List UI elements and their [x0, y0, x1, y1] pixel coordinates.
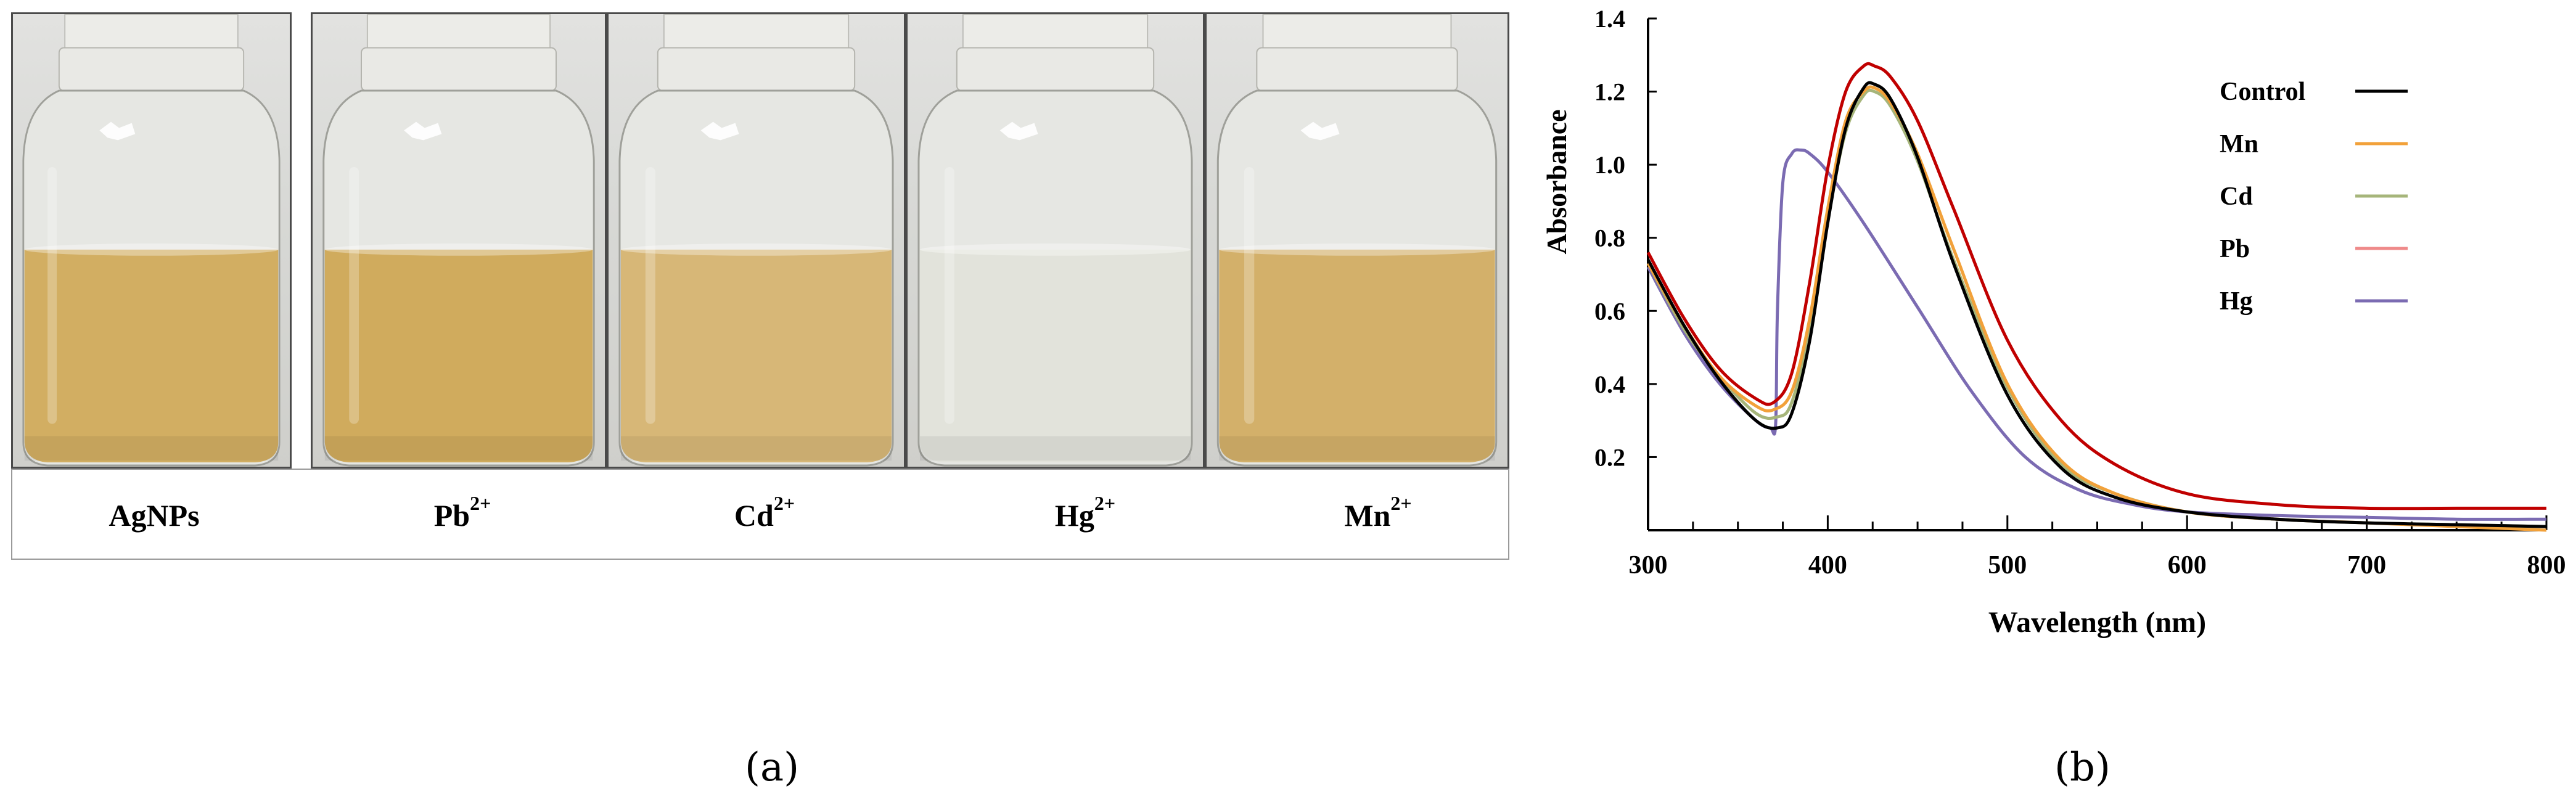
- vial-base-shadow: [620, 436, 892, 461]
- vial-liquid: [919, 249, 1191, 463]
- vial-neck: [58, 47, 245, 91]
- glass-highlight: [645, 166, 655, 424]
- absorbance-spectrum-chart: 300 400 500 600 700 800 0.2 0.4 0.6 0.8 1.0 1.2 1.4 W…: [1517, 0, 2576, 690]
- glass-highlight: [349, 166, 359, 424]
- sample-label-agnps: AgNPs: [6, 470, 302, 561]
- vial-photo-pb: [311, 12, 607, 469]
- glass-reflection: [1300, 121, 1340, 141]
- y-tick-label: 1.0: [1594, 151, 1625, 179]
- sample-label-text: AgNPs: [109, 498, 200, 533]
- vial-liquid: [324, 249, 593, 463]
- x-tick-label: 400: [1808, 551, 1847, 580]
- y-tick-label: 0.2: [1594, 443, 1625, 471]
- vial-cap: [64, 14, 239, 49]
- legend-label-mn: Mn: [2220, 130, 2258, 158]
- glass-highlight: [47, 166, 57, 424]
- sample-label-hg: Hg 2+: [937, 470, 1233, 561]
- x-tick-label: 300: [1629, 551, 1668, 580]
- vial-liquid: [24, 249, 279, 463]
- liquid-meniscus: [324, 243, 593, 256]
- legend-label-control: Control: [2220, 78, 2305, 106]
- sample-label-text: Pb: [433, 498, 470, 533]
- vial-neck: [1256, 47, 1458, 91]
- vial-photo-mn: [1205, 12, 1509, 469]
- sample-label-mn: Mn 2+: [1230, 470, 1526, 561]
- vial-liquid: [620, 249, 892, 463]
- series-line-hg: [1646, 148, 2547, 521]
- vial-neck: [361, 47, 557, 91]
- vial-liquid: [1219, 249, 1495, 463]
- sample-label-charge: 2+: [1390, 491, 1412, 514]
- series-line-mn: [1646, 85, 2547, 532]
- x-tick-label: 800: [2527, 551, 2566, 580]
- glass-reflection: [404, 121, 442, 141]
- liquid-meniscus: [919, 243, 1191, 256]
- glass-highlight: [1244, 166, 1255, 424]
- panel-a-vial-photographs: AgNPs Pb 2+ Cd 2+ Hg 2+ Mn 2+: [11, 12, 1509, 561]
- chart-canvas: 300 400 500 600 700 800 0.2 0.4 0.6 0.8 1.0 1.2 1.4 W…: [1541, 5, 2566, 639]
- sample-label-cd: Cd 2+: [617, 470, 913, 561]
- sample-label-text: Mn: [1344, 498, 1391, 533]
- series-line-pb: [1646, 62, 2546, 510]
- vial-photo-strip: [11, 12, 1509, 469]
- panel-a-caption: (a): [745, 745, 800, 790]
- liquid-meniscus: [620, 243, 892, 256]
- legend-label-pb: Pb: [2220, 235, 2250, 263]
- y-tick-label: 1.4: [1594, 5, 1625, 33]
- glass-reflection: [999, 121, 1038, 141]
- panel-b-caption: (b): [2054, 745, 2110, 790]
- vial-base-shadow: [1219, 436, 1495, 461]
- liquid-meniscus: [24, 243, 279, 256]
- legend-label-cd: Cd: [2220, 182, 2253, 211]
- series-line-control: [1646, 81, 2547, 528]
- vial-cap: [962, 14, 1149, 49]
- sample-label-pb: Pb 2+: [314, 470, 610, 561]
- legend-label-hg: Hg: [2220, 287, 2253, 316]
- vial-neck: [657, 47, 856, 91]
- vial-photo-agnps: [11, 12, 292, 469]
- sample-label-text: Hg: [1054, 498, 1094, 533]
- x-tick-label: 500: [1988, 551, 2027, 580]
- vial-base-shadow: [24, 436, 279, 461]
- y-tick-label: 0.4: [1594, 371, 1625, 398]
- y-tick-label: 0.6: [1594, 297, 1625, 325]
- x-tick-label: 600: [2168, 551, 2207, 580]
- sample-label-charge: 2+: [773, 491, 795, 514]
- y-tick-label: 1.2: [1594, 78, 1625, 106]
- sample-label-charge: 2+: [1094, 491, 1116, 514]
- glass-highlight: [944, 166, 954, 424]
- sample-label-charge: 2+: [470, 491, 491, 514]
- vial-base-shadow: [324, 436, 593, 461]
- vial-neck: [956, 47, 1155, 91]
- series-line-cd: [1646, 88, 2547, 528]
- vial-photo-cd: [607, 12, 906, 469]
- vial-photo-hg: [906, 12, 1205, 469]
- sample-label-text: Cd: [734, 498, 774, 533]
- glass-reflection: [700, 121, 739, 141]
- vial-cap: [663, 14, 850, 49]
- y-axis-label: Absorbance: [1541, 109, 1572, 254]
- y-tick-label: 0.8: [1594, 224, 1625, 252]
- x-axis-label: Wavelength (nm): [1988, 606, 2206, 639]
- liquid-meniscus: [1219, 243, 1495, 256]
- vial-cap: [366, 14, 551, 49]
- glass-reflection: [99, 121, 136, 141]
- vial-cap: [1262, 14, 1452, 49]
- vial-base-shadow: [919, 436, 1191, 461]
- sample-label-strip: AgNPs Pb 2+ Cd 2+ Hg 2+ Mn 2+: [11, 469, 1509, 560]
- x-tick-label: 700: [2347, 551, 2386, 580]
